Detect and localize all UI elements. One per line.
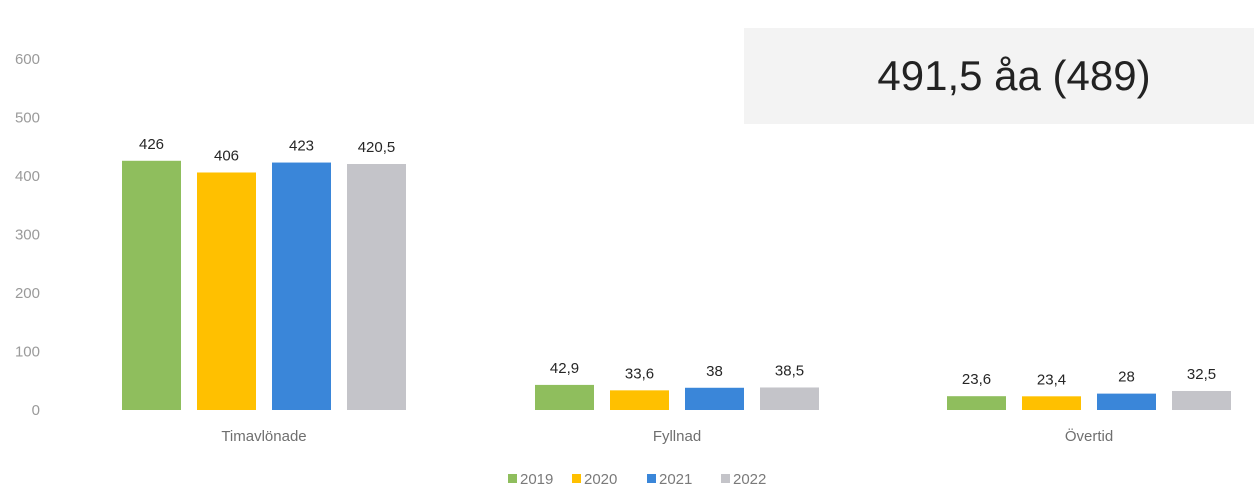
total-callout: 491,5 åa (489) bbox=[744, 28, 1254, 124]
legend-swatch-2022 bbox=[721, 474, 730, 483]
bar-2021-0 bbox=[272, 162, 331, 410]
y-axis: 0 100 200 300 400 500 600 bbox=[15, 51, 40, 419]
y-tick-label: 600 bbox=[15, 51, 40, 68]
bar-2021-2 bbox=[1097, 393, 1156, 410]
data-labels: 426 406 423 420,5 42,9 33,6 38 38,5 23,6 23,4 28 32… bbox=[139, 136, 1216, 389]
data-label: 33,6 bbox=[625, 365, 654, 382]
data-label: 38,5 bbox=[775, 362, 804, 379]
data-label: 42,9 bbox=[550, 360, 579, 377]
x-category-label: Övertid bbox=[1065, 427, 1113, 445]
data-label: 23,6 bbox=[962, 371, 991, 388]
total-callout-text: 491,5 åa (489) bbox=[877, 52, 1151, 99]
data-label: 426 bbox=[139, 136, 164, 153]
legend: 2019 2020 2021 2022 bbox=[508, 471, 766, 488]
bar-2021-1 bbox=[685, 387, 744, 410]
bar-2022-2 bbox=[1172, 390, 1231, 410]
data-label: 406 bbox=[214, 147, 239, 164]
y-tick-label: 200 bbox=[15, 285, 40, 302]
data-label: 23,4 bbox=[1037, 371, 1066, 388]
legend-swatch-2019 bbox=[508, 474, 517, 483]
legend-label: 2019 bbox=[520, 471, 553, 488]
bar-2020-0 bbox=[197, 172, 256, 410]
x-category-label: Fyllnad bbox=[653, 428, 701, 445]
data-label: 32,5 bbox=[1187, 366, 1216, 383]
x-axis: Timavlönade Fyllnad Övertid bbox=[221, 427, 1113, 445]
y-tick-label: 400 bbox=[15, 168, 40, 185]
data-label: 423 bbox=[289, 138, 314, 155]
bar-2022-0 bbox=[347, 164, 406, 410]
legend-label: 2022 bbox=[733, 471, 766, 488]
legend-label: 2020 bbox=[584, 471, 617, 488]
data-label: 28 bbox=[1118, 369, 1135, 386]
legend-swatch-2021 bbox=[647, 474, 656, 483]
y-tick-label: 300 bbox=[15, 227, 40, 244]
data-label: 420,5 bbox=[358, 139, 396, 156]
bars bbox=[122, 160, 1231, 410]
legend-label: 2021 bbox=[659, 471, 692, 488]
bar-2020-1 bbox=[610, 390, 669, 410]
bar-2019-2 bbox=[947, 396, 1006, 410]
y-tick-label: 100 bbox=[15, 344, 40, 361]
bar-2020-2 bbox=[1022, 396, 1081, 410]
x-category-label: Timavlönade bbox=[221, 428, 306, 445]
bar-2019-1 bbox=[535, 384, 594, 410]
y-tick-label: 500 bbox=[15, 110, 40, 127]
legend-swatch-2020 bbox=[572, 474, 581, 483]
y-tick-label: 0 bbox=[32, 402, 40, 419]
data-label: 38 bbox=[706, 363, 723, 380]
bar-2019-0 bbox=[122, 160, 181, 410]
bar-2022-1 bbox=[760, 387, 819, 410]
